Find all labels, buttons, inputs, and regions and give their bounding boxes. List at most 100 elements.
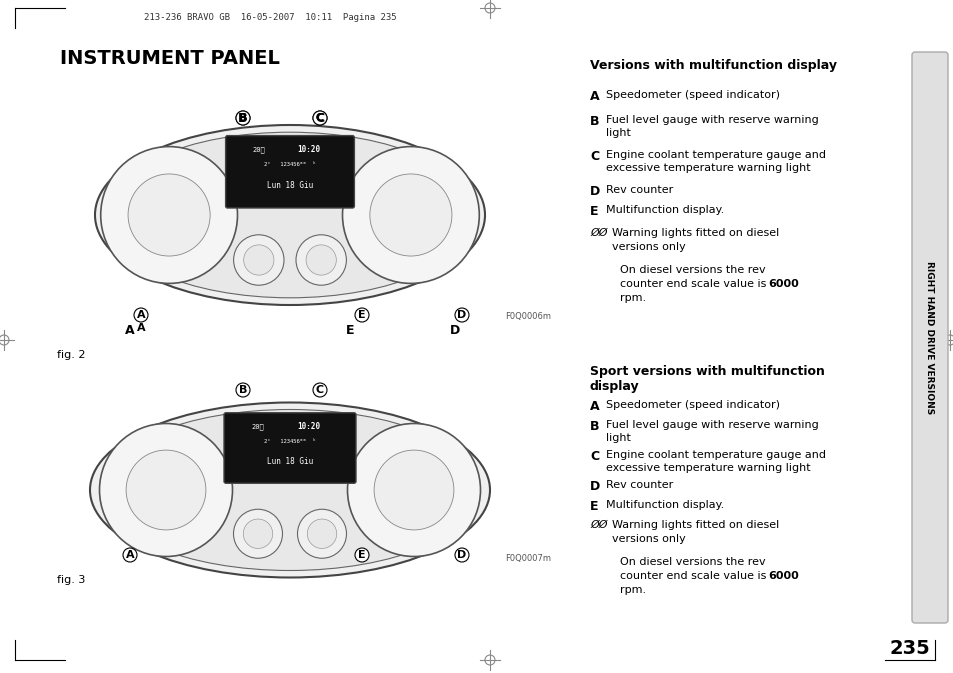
Text: ØØ: ØØ [589,520,607,530]
Text: Multifunction display.: Multifunction display. [605,205,723,215]
Text: Fuel level gauge with reserve warning
light: Fuel level gauge with reserve warning li… [605,420,818,444]
Text: A: A [125,324,134,336]
Circle shape [370,174,452,256]
Circle shape [455,308,469,322]
Circle shape [342,147,478,283]
Text: rpm.: rpm. [619,585,645,595]
Text: Engine coolant temperature gauge and
excessive temperature warning light: Engine coolant temperature gauge and exc… [605,150,825,173]
Text: D: D [450,324,459,336]
Text: C: C [315,113,324,123]
Text: Speedometer (speed indicator): Speedometer (speed indicator) [605,90,780,100]
Text: 235: 235 [889,639,930,658]
Text: 6000: 6000 [767,571,798,581]
Circle shape [235,111,250,125]
Circle shape [313,111,327,125]
Text: Versions with multifunction display: Versions with multifunction display [589,59,836,71]
Text: Warning lights fitted on diesel: Warning lights fitted on diesel [612,520,779,530]
Text: C: C [315,112,324,125]
Text: Sport versions with multifunction: Sport versions with multifunction [589,365,824,378]
Circle shape [295,235,346,285]
Text: Fuel level gauge with reserve warning
light: Fuel level gauge with reserve warning li… [605,115,818,138]
Circle shape [374,450,454,530]
Ellipse shape [90,402,490,577]
Text: D: D [456,550,466,560]
Text: Engine coolant temperature gauge and
excessive temperature warning light: Engine coolant temperature gauge and exc… [605,450,825,473]
Circle shape [123,548,137,562]
Circle shape [99,423,233,557]
Text: C: C [315,385,324,395]
Text: E: E [357,310,365,320]
Text: 6000: 6000 [767,279,798,289]
FancyBboxPatch shape [224,413,355,483]
Circle shape [313,111,327,125]
Text: display: display [589,380,639,393]
Text: B: B [238,385,247,395]
Text: INSTRUMENT PANEL: INSTRUMENT PANEL [60,48,279,67]
Text: rpm.: rpm. [619,293,645,303]
Text: B: B [589,420,598,433]
Text: E: E [345,324,354,336]
Text: Warning lights fitted on diesel: Warning lights fitted on diesel [612,228,779,238]
Circle shape [243,519,273,548]
Text: 20℃: 20℃ [253,147,265,153]
Text: 213-236 BRAVO GB  16-05-2007  10:11  Pagina 235: 213-236 BRAVO GB 16-05-2007 10:11 Pagina… [144,13,395,22]
Text: 10:20: 10:20 [296,145,320,154]
FancyBboxPatch shape [225,135,354,208]
Circle shape [306,245,336,275]
Circle shape [101,147,237,283]
Text: versions only: versions only [612,534,685,544]
FancyBboxPatch shape [911,52,947,623]
Text: B: B [238,113,247,123]
Text: Multifunction display.: Multifunction display. [605,500,723,510]
Text: A: A [136,310,145,320]
Text: Rev counter: Rev counter [605,480,673,490]
Text: A: A [126,550,134,560]
Circle shape [355,548,369,562]
Text: fig. 2: fig. 2 [57,350,86,360]
Circle shape [355,308,369,322]
Text: counter end scale value is: counter end scale value is [619,571,769,581]
Circle shape [313,383,327,397]
Text: A: A [136,323,145,333]
Text: F0Q0006m: F0Q0006m [504,312,551,322]
Ellipse shape [105,132,475,297]
Text: E: E [357,550,365,560]
Circle shape [307,519,336,548]
Ellipse shape [100,409,479,571]
Text: RIGHT HAND DRIVE VERSIONS: RIGHT HAND DRIVE VERSIONS [924,261,934,414]
Circle shape [233,235,284,285]
Text: On diesel versions the rev: On diesel versions the rev [619,265,765,275]
Text: E: E [589,205,598,218]
Text: B: B [238,112,248,125]
Text: D: D [589,185,599,198]
Text: A: A [589,90,599,103]
Text: E: E [589,500,598,513]
Text: B: B [589,115,598,128]
Text: D: D [589,480,599,493]
Circle shape [233,509,282,558]
Circle shape [235,111,250,125]
Text: C: C [315,113,324,123]
Text: C: C [589,150,598,163]
Text: fig. 3: fig. 3 [57,575,85,585]
Circle shape [455,548,469,562]
Text: 20℃: 20℃ [252,423,264,430]
Ellipse shape [95,125,484,305]
Text: F0Q0007m: F0Q0007m [504,553,551,563]
Text: C: C [589,450,598,463]
Text: counter end scale value is: counter end scale value is [619,279,769,289]
Text: B: B [238,113,247,123]
Circle shape [243,245,274,275]
Text: Speedometer (speed indicator): Speedometer (speed indicator) [605,400,780,410]
Text: A: A [589,400,599,413]
Text: 10:20: 10:20 [297,422,320,431]
Circle shape [347,423,480,557]
Text: On diesel versions the rev: On diesel versions the rev [619,557,765,567]
Circle shape [128,174,210,256]
Circle shape [126,450,206,530]
Circle shape [133,308,148,322]
Text: Lun 18 Giu: Lun 18 Giu [267,181,313,190]
Circle shape [235,383,250,397]
Text: 2°   123456ᵐᵐ  ᵏ: 2° 123456ᵐᵐ ᵏ [264,439,315,444]
Text: Rev counter: Rev counter [605,185,673,195]
